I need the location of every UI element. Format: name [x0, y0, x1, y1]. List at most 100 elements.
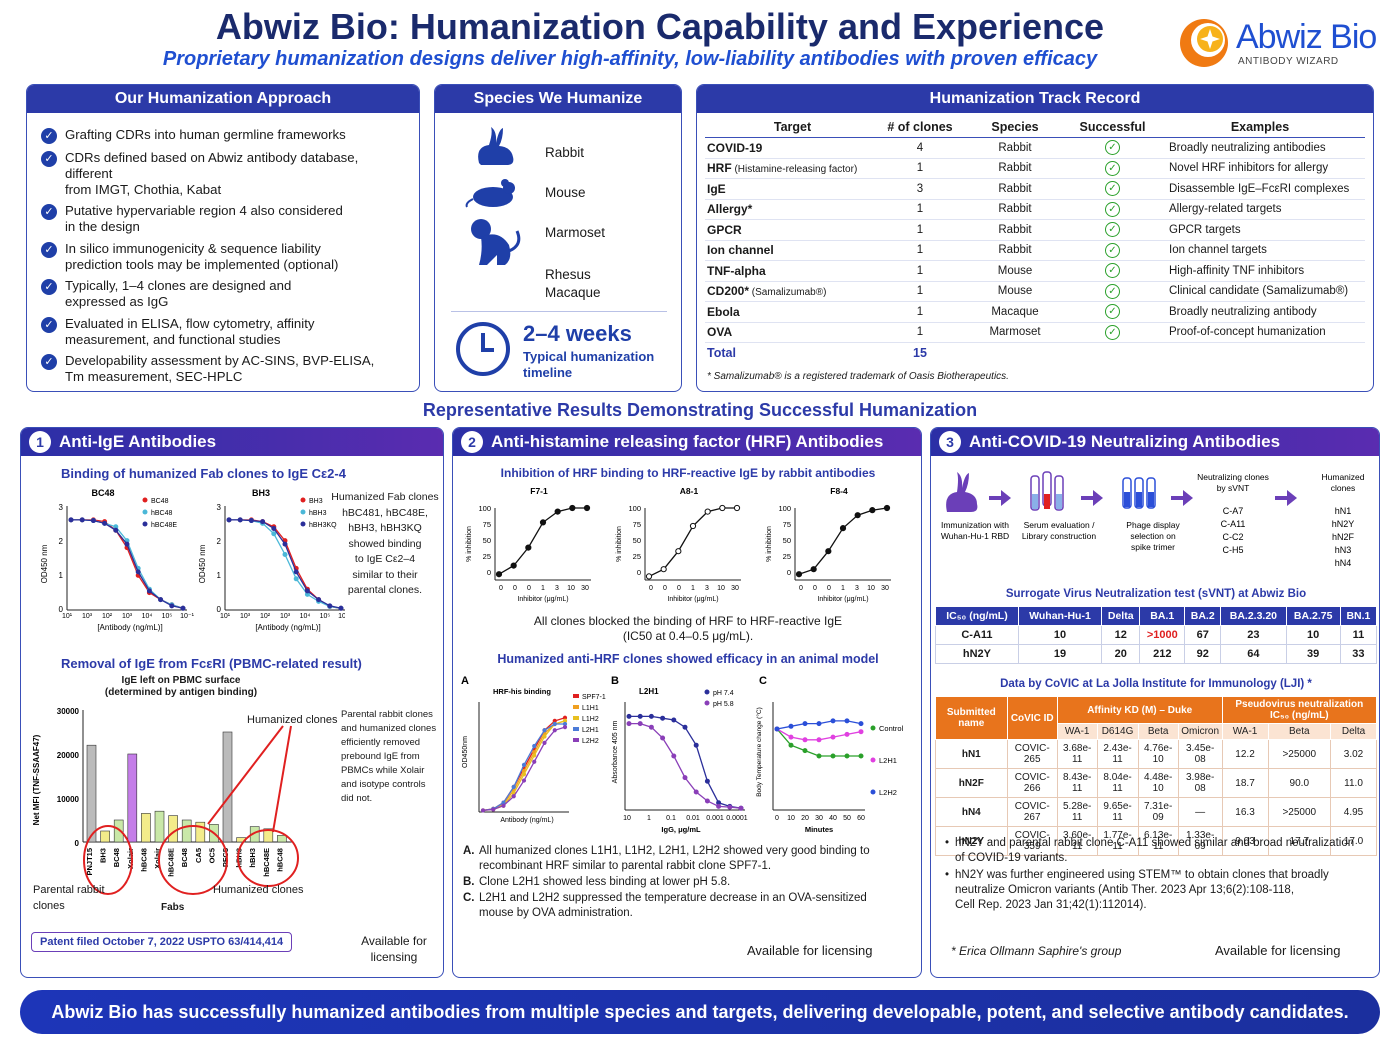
- ige-title: Anti-IgE Antibodies: [59, 432, 217, 451]
- data-point: [839, 525, 847, 532]
- target-note: (Histamine-releasing factor): [731, 164, 858, 176]
- svnt-header: Wuhan-Hu-1: [1017, 606, 1103, 626]
- table-row: Ion channel 1 Rabbit ✓ Ion channel targets: [705, 240, 1365, 261]
- check-circle-icon: ✓: [1105, 222, 1120, 238]
- sv-head: by sVNT: [1217, 483, 1250, 493]
- legend-marker: [142, 521, 148, 527]
- data-point: [844, 753, 850, 759]
- data-point: [802, 721, 808, 727]
- target-name: Allergy*: [707, 202, 753, 217]
- track-clones: 1: [880, 219, 960, 241]
- binding-note-line: hBC481, hBC48E,: [342, 506, 428, 519]
- covic-cell: hN4: [935, 797, 1008, 827]
- table-row: hN2F COVIC-266 8.43e-11 8.04e-11 4.48e-10 3.9…: [935, 768, 1377, 798]
- x-tick-label: 10²: [260, 613, 271, 620]
- svnt-cell: >1000: [1139, 625, 1186, 645]
- c-x-tick: 40: [829, 815, 837, 822]
- b-legend-label: pH 5.8: [713, 701, 734, 708]
- check-icon: ✓: [41, 128, 57, 144]
- a-legend-marker: [573, 738, 579, 742]
- b-title: L2H1: [639, 687, 659, 696]
- data-point: [682, 724, 688, 730]
- svnt-header: IC₅₀ (ng/mL): [935, 606, 1019, 626]
- track-success: ✓: [1070, 301, 1155, 323]
- track-target: OVA: [705, 322, 880, 343]
- track-header: Examples: [1155, 117, 1365, 138]
- bar-note-line: did not.: [341, 793, 373, 804]
- svnt-cell: 92: [1184, 644, 1222, 664]
- table-row: CD200* (Samalizumab®) 1 Mouse ✓ Clinical can…: [705, 281, 1365, 302]
- approach-item: ✓ Developability assessment by AC-SINS, B…: [41, 353, 407, 385]
- hrf-note-line: L2H1 and L2H2 suppressed the temperature…: [479, 892, 867, 904]
- covid-bullet-line: neutralize Omicron variants (Antib Ther.…: [955, 884, 1295, 896]
- bar: [127, 753, 138, 843]
- data-point: [626, 713, 632, 719]
- bar-label: PNJT15: [85, 848, 94, 876]
- data-point: [738, 805, 744, 811]
- legend-marker: [300, 521, 306, 527]
- legend-marker: [142, 497, 148, 503]
- x-tick-label: 10²: [102, 613, 113, 620]
- check-circle-icon: ✓: [1105, 263, 1120, 279]
- check-circle-icon: ✓: [1105, 242, 1120, 258]
- data-point: [830, 734, 836, 740]
- c-legend-label: Control: [879, 724, 904, 733]
- track-header: Successful: [1070, 117, 1155, 138]
- hrf-panel: 2 Anti-histamine releasing factor (HRF) A…: [452, 427, 922, 978]
- data-point: [816, 753, 822, 759]
- table-row: hN2Y 19 20 212 92 64 39 33: [935, 644, 1378, 664]
- covic-cell: 8.43e-11: [1056, 768, 1098, 798]
- series-line: [629, 715, 742, 809]
- inhib-x-tick: 0: [799, 585, 803, 592]
- y-tick-label: 3: [59, 503, 64, 512]
- bar: [181, 819, 192, 843]
- hrf-inhib-note-1: All clones blocked the binding of HRF to…: [533, 614, 843, 628]
- approach-text: Developability assessment by AC-SINS, BV…: [65, 353, 374, 385]
- approach-line: expressed as IgG: [65, 294, 169, 309]
- highlight-circle: [237, 829, 299, 887]
- svnt-header: BA.2: [1184, 606, 1222, 626]
- track-example: Disassemble IgE–FcεRI complexes: [1155, 178, 1365, 200]
- approach-item: ✓ Evaluated in ELISA, flow cytometry, aff…: [41, 316, 407, 348]
- ige-licensing-1: Available for: [361, 934, 427, 948]
- data-point: [327, 603, 333, 609]
- svnt-cell: 23: [1220, 625, 1287, 645]
- track-species: Macaque: [960, 301, 1070, 323]
- track-header: # of clones: [880, 117, 960, 138]
- x-tick-label: 10⁻¹: [338, 613, 345, 620]
- data-point: [774, 726, 780, 732]
- legend-label: hBC48E: [151, 522, 177, 529]
- data-point: [480, 808, 486, 813]
- series-line: [648, 507, 737, 577]
- data-point: [883, 504, 891, 512]
- data-point: [552, 721, 557, 727]
- track-clones: 1: [880, 199, 960, 220]
- table-row: hN1 COVIC-265 3.68e-11 2.43e-11 4.76e-10 3.45…: [935, 739, 1377, 769]
- inhib-x-tick: 3: [555, 585, 559, 592]
- a-legend-marker: [573, 727, 579, 731]
- table-row: OVA 1 Marmoset ✓ Proof-of-concept humanizati…: [705, 322, 1365, 343]
- inhib-chart-title: A8-1: [680, 486, 699, 496]
- svnt-cell: 64: [1220, 644, 1287, 664]
- inhib-x-tick: 10: [867, 585, 875, 592]
- track-target: Ion channel: [705, 240, 880, 261]
- inhib-y-tick: 75: [783, 520, 791, 529]
- svnt-table: IC₅₀ (ng/mL) Wuhan-Hu-1 Delta BA.1 BA.2 BA.2.…: [935, 606, 1378, 664]
- svnt-cell: 10: [1285, 625, 1341, 645]
- covic-head-name: Submitted name: [935, 696, 1008, 740]
- mouse-icon: [465, 179, 515, 208]
- arrow-line: [272, 725, 292, 833]
- covid-bullet-text: hN2Y was further engineered using STEM™ …: [955, 868, 1329, 913]
- approach-item: ✓ CDRs defined based on Abwiz antibody da…: [41, 150, 407, 198]
- inhib-y-tick: 100: [628, 504, 641, 513]
- data-point: [648, 713, 654, 719]
- bar-note-line: and humanized clones: [341, 723, 437, 734]
- vial-fill: [1136, 492, 1142, 507]
- legend-marker: [300, 509, 306, 515]
- c-x-tick: 10: [787, 815, 795, 822]
- species-divider: [451, 311, 667, 312]
- a-legend-marker: [573, 694, 579, 698]
- track-title: Humanization Track Record: [697, 85, 1373, 113]
- ige-binding-note: Humanized Fab clones hBC481, hBC48E, hBH3,…: [331, 490, 439, 599]
